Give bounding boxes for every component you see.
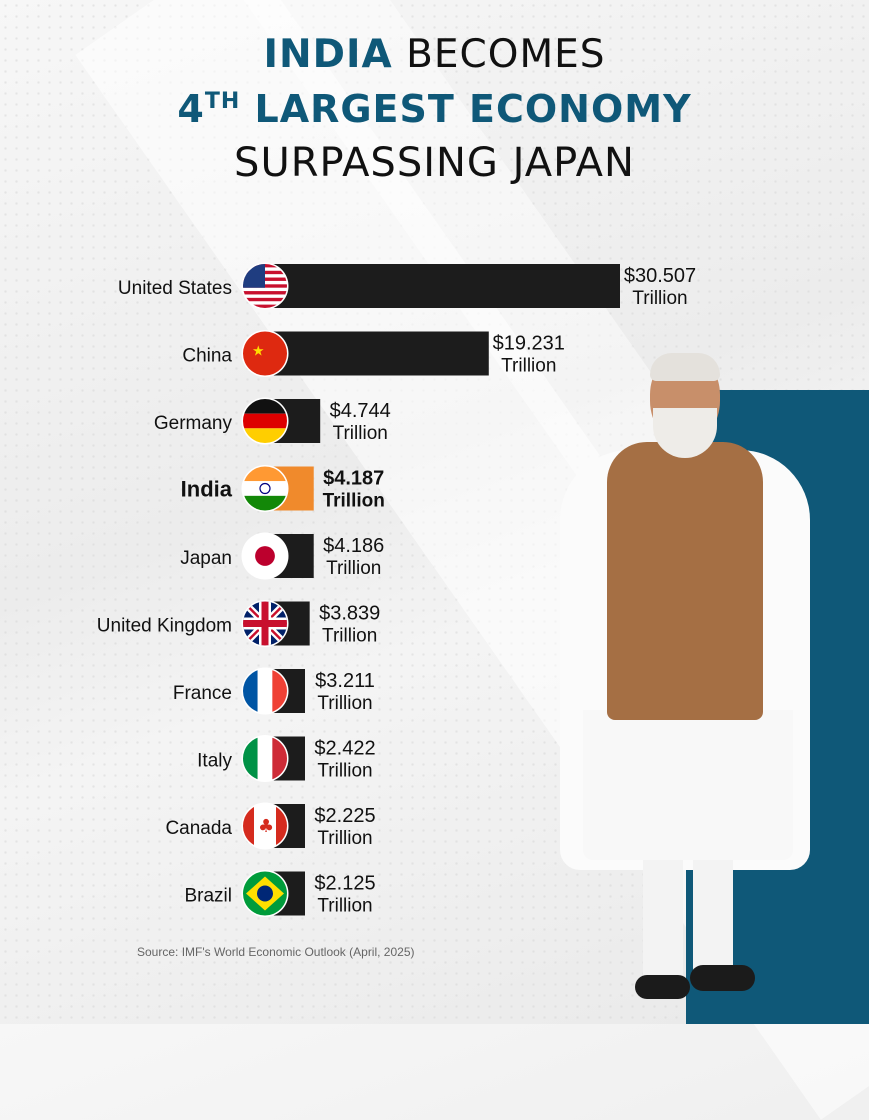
- brazil-flag-icon: [243, 871, 287, 916]
- unit-label: Trillion: [323, 491, 385, 512]
- value-label: $2.125: [314, 873, 375, 895]
- value-label: $4.186: [323, 535, 384, 557]
- category-label: United States: [118, 278, 232, 299]
- person-kurta: [583, 710, 793, 860]
- person-hair: [650, 353, 720, 381]
- title-surpassing-japan: SURPASSING JAPAN: [234, 140, 635, 186]
- category-label: Germany: [154, 413, 233, 434]
- italy-flag-icon: [243, 736, 287, 781]
- svg-text:★: ★: [252, 344, 265, 360]
- title-becomes: BECOMES: [406, 32, 606, 77]
- category-label: Japan: [180, 548, 232, 569]
- title-rank-suffix: TH: [204, 89, 241, 114]
- person-illustration: [555, 350, 825, 1020]
- value-label: $4.187: [323, 468, 384, 490]
- title-line-3: SURPASSING JAPAN: [0, 136, 869, 190]
- value-label: $30.507: [624, 265, 696, 287]
- source-note: Source: IMF's World Economic Outlook (Ap…: [137, 945, 415, 959]
- bar: [265, 264, 620, 308]
- germany-flag-icon: [243, 399, 287, 443]
- person-leg: [693, 850, 733, 970]
- value-label: $2.422: [314, 738, 375, 760]
- bar: [265, 331, 489, 376]
- category-label: United Kingdom: [97, 616, 232, 637]
- unit-label: Trillion: [317, 896, 372, 917]
- title-rank-number: 4: [177, 87, 205, 131]
- unit-label: Trillion: [632, 288, 687, 309]
- category-label: Canada: [165, 818, 232, 839]
- japan-flag-icon: [243, 534, 287, 578]
- person-shoe: [635, 975, 690, 999]
- svg-text:♣: ♣: [258, 816, 274, 837]
- page-title: INDIA BECOMES 4TH LARGEST ECONOMY SURPAS…: [0, 28, 869, 190]
- person-beard: [653, 408, 717, 458]
- category-label: India: [181, 477, 233, 502]
- category-label: Italy: [197, 751, 232, 772]
- unit-label: Trillion: [317, 828, 372, 849]
- value-label: $19.231: [493, 333, 565, 355]
- person-leg: [643, 850, 683, 980]
- unit-label: Trillion: [501, 356, 556, 377]
- title-largest-economy: LARGEST ECONOMY: [254, 87, 692, 131]
- unit-label: Trillion: [317, 693, 372, 714]
- unit-label: Trillion: [333, 423, 388, 444]
- value-label: $3.211: [315, 670, 375, 692]
- value-label: $2.225: [314, 805, 375, 827]
- person-shoe: [690, 965, 755, 991]
- us-flag-icon: [243, 264, 287, 308]
- category-label: France: [173, 683, 232, 704]
- category-label: China: [182, 346, 232, 367]
- person-vest: [607, 442, 763, 720]
- france-flag-icon: [243, 669, 287, 713]
- category-label: Brazil: [184, 886, 232, 907]
- title-line-1: INDIA BECOMES: [0, 28, 869, 82]
- unit-label: Trillion: [317, 761, 372, 782]
- canada-flag-icon: ♣: [243, 804, 287, 848]
- india-flag-icon: [243, 466, 287, 511]
- value-label: $4.744: [330, 400, 391, 422]
- value-label: $3.839: [319, 603, 380, 625]
- title-line-2: 4TH LARGEST ECONOMY: [0, 82, 869, 136]
- china-flag-icon: ★: [243, 331, 287, 376]
- unit-label: Trillion: [322, 626, 377, 647]
- uk-flag-icon: [243, 601, 287, 646]
- unit-label: Trillion: [326, 558, 381, 579]
- bar-chart: United States$30.507Trillion★China$19.23…: [97, 262, 696, 917]
- title-accent-india: INDIA: [263, 32, 393, 77]
